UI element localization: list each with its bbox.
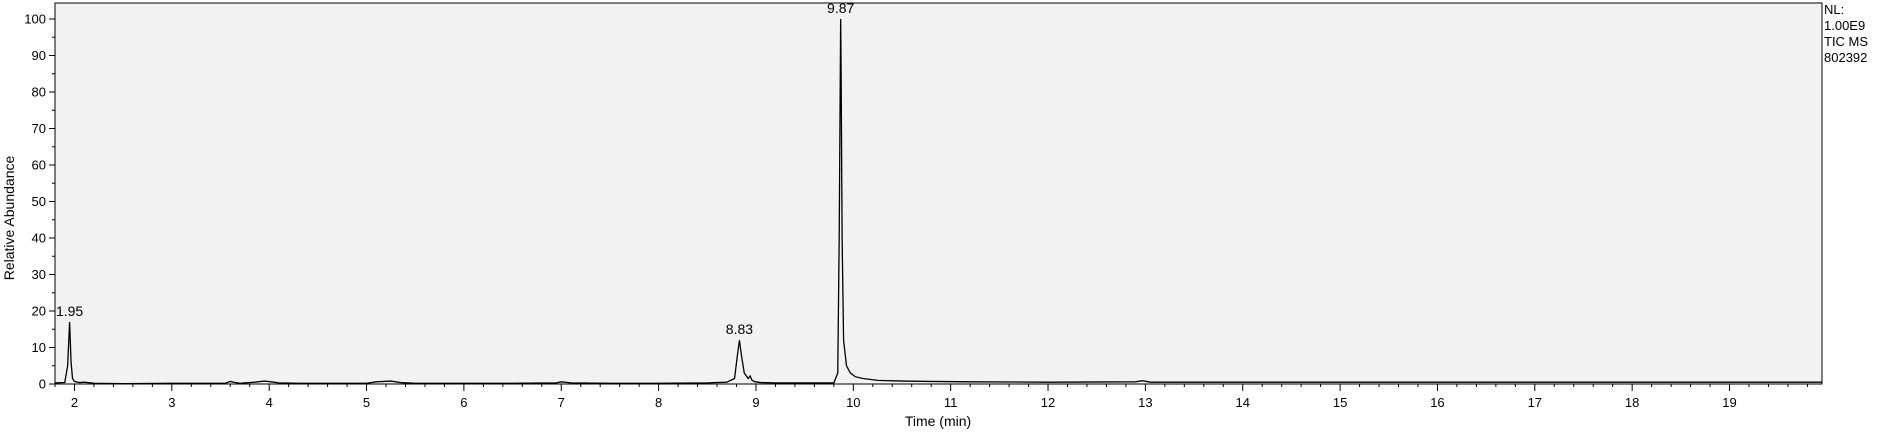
y-tick-label: 60 <box>32 158 46 173</box>
x-tick-label: 15 <box>1333 395 1347 410</box>
x-axis: 2 3 4 5 6 7 8 9 10 11 12 13 14 15 16 17 18 19 <box>54 384 1808 410</box>
x-tick-label: 13 <box>1138 395 1152 410</box>
peak-label-2: 9.87 <box>827 0 854 16</box>
x-tick-label: 10 <box>846 395 860 410</box>
x-tick-label: 6 <box>460 395 467 410</box>
x-tick-label: 12 <box>1041 395 1055 410</box>
x-tick-label: 11 <box>944 395 958 410</box>
y-tick-label: 40 <box>32 231 46 246</box>
y-tick-label: 10 <box>32 340 46 355</box>
y-tick-label: 50 <box>32 194 46 209</box>
peak-labels: 1.95 8.83 9.87 <box>56 0 855 337</box>
x-axis-title: Time (min) <box>905 413 971 429</box>
x-tick-label: 17 <box>1528 395 1542 410</box>
x-tick-label: 19 <box>1722 395 1736 410</box>
y-tick-label: 90 <box>32 48 46 63</box>
x-tick-label: 8 <box>655 395 662 410</box>
x-tick-label: 4 <box>266 395 273 410</box>
x-tick-label: 7 <box>558 395 565 410</box>
x-tick-label: 9 <box>752 395 759 410</box>
peak-label-1: 8.83 <box>726 321 753 337</box>
y-tick-label: 0 <box>39 377 46 392</box>
side-info-line-0: NL: <box>1824 2 1844 17</box>
series-line-tic <box>54 18 1822 385</box>
x-tick-label: 16 <box>1430 395 1444 410</box>
side-info-line-1: 1.00E9 <box>1824 18 1865 33</box>
y-tick-label: 30 <box>32 267 46 282</box>
x-tick-label: 18 <box>1625 395 1639 410</box>
x-tick-label: 2 <box>71 395 78 410</box>
y-tick-label: 80 <box>32 85 46 100</box>
side-info-line-2: TIC MS <box>1824 34 1868 49</box>
x-tick-label: 3 <box>168 395 175 410</box>
y-tick-label: 70 <box>32 121 46 136</box>
side-info-line-3: 802392 <box>1824 50 1867 65</box>
x-tick-label: 14 <box>1236 395 1250 410</box>
plot-area <box>54 2 1823 385</box>
y-axis: 0 10 20 30 40 50 60 70 80 90 100 <box>24 12 55 392</box>
peak-label-0: 1.95 <box>56 303 83 319</box>
y-tick-label: 20 <box>32 304 46 319</box>
y-axis-title: Relative Abundance <box>1 156 17 281</box>
y-tick-label: 100 <box>24 12 46 27</box>
x-tick-label: 5 <box>363 395 370 410</box>
